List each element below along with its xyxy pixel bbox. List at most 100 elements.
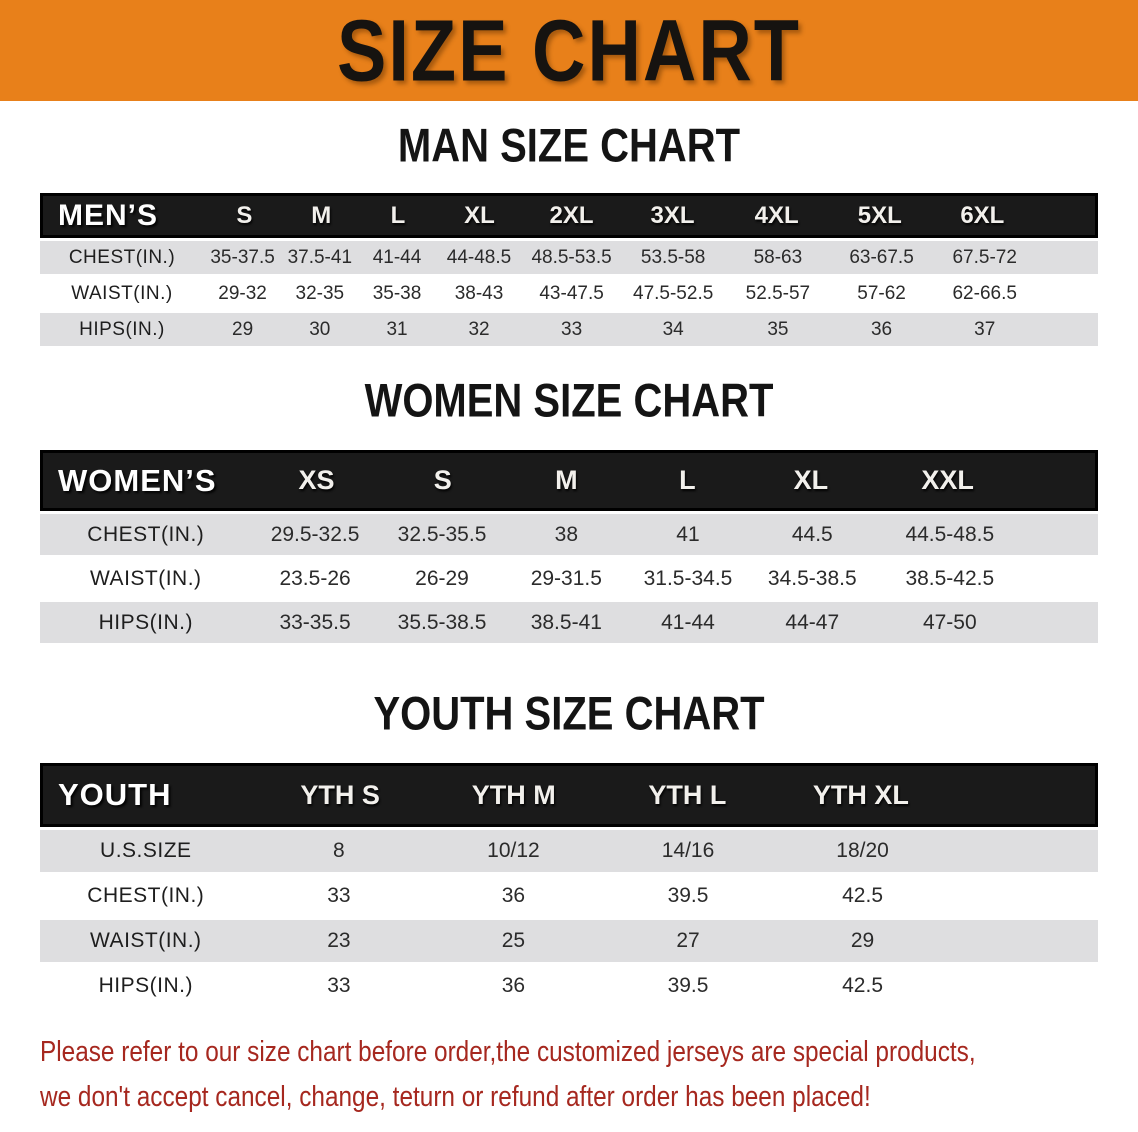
column-header: 5XL <box>857 201 902 229</box>
cell-value: 30 <box>309 318 331 340</box>
row-label: HIPS(IN.) <box>98 974 193 997</box>
column-header: 3XL <box>650 201 695 229</box>
row-label: HIPS(IN.) <box>79 318 165 340</box>
page-title: SIZE CHART <box>337 0 801 99</box>
table-row: HIPS(IN.) 33 36 39.5 42.5 <box>40 965 1098 1007</box>
table-row: CHEST(IN.) 33 36 39.5 42.5 <box>40 875 1098 917</box>
cell-value: 18/20 <box>836 839 889 862</box>
column-header: XS <box>298 465 335 495</box>
cell-value: 41-44 <box>372 246 422 268</box>
cell-value: 44.5 <box>791 522 833 546</box>
table-row: WAIST(IN.) 23 25 27 29 <box>40 920 1098 962</box>
column-header: 6XL <box>960 201 1005 229</box>
row-label: WAIST(IN.) <box>90 566 202 590</box>
men-section: MAN SIZE CHART MEN’S S M L XL 2XL 3XL 4XL 5XL 6XL… <box>0 120 1138 346</box>
row-label: HIPS(IN.) <box>98 610 193 634</box>
cell-value: 36 <box>501 884 526 907</box>
table-row: U.S.SIZE 8 10/12 14/16 18/20 <box>40 830 1098 872</box>
table-header-row: MEN’S S M L XL 2XL 3XL 4XL 5XL 6XL <box>40 193 1098 238</box>
youth-size-table: YOUTH YTH S YTH M YTH L YTH XL U.S.SIZE 8 10/12… <box>40 763 1098 1007</box>
cell-value: 34 <box>662 318 684 340</box>
cell-value: 31 <box>386 318 408 340</box>
table-header-row: YOUTH YTH S YTH M YTH L YTH XL <box>40 763 1098 827</box>
cell-value: 25 <box>501 929 526 952</box>
row-label: WAIST(IN.) <box>90 929 202 952</box>
cell-value: 27 <box>676 929 700 952</box>
women-size-table: WOMEN’S XS S M L XL XXL CHEST(IN.) 29.5-32.5 32.5… <box>40 450 1098 643</box>
cell-value: 35 <box>767 318 789 340</box>
cell-value: 58-63 <box>753 246 803 268</box>
cell-value: 42.5 <box>842 884 883 907</box>
table-row: HIPS(IN.) 29 30 31 32 33 34 35 36 37 <box>40 313 1098 346</box>
cell-value: 42.5 <box>842 974 883 997</box>
cell-value: 62-66.5 <box>952 282 1017 304</box>
youth-section: YOUTH SIZE CHART YOUTH YTH S YTH M YTH L YTH… <box>0 688 1138 1007</box>
table-header-row: WOMEN’S XS S M L XL XXL <box>40 450 1098 511</box>
cell-value: 32.5-35.5 <box>397 522 487 546</box>
cell-value: 32 <box>468 318 490 340</box>
column-header: S <box>433 465 452 495</box>
cell-value: 29.5-32.5 <box>270 522 360 546</box>
cell-value: 23 <box>327 929 351 952</box>
cell-value: 29 <box>232 318 254 340</box>
women-section: WOMEN SIZE CHART WOMEN’S XS S M L XL XXL CHEST(… <box>0 375 1138 643</box>
cell-value: 14/16 <box>661 839 715 862</box>
column-header: L <box>390 201 406 229</box>
banner: SIZE CHART <box>0 0 1138 101</box>
table-row: CHEST(IN.) 35-37.5 37.5-41 41-44 44-48.5 48.5… <box>40 241 1098 274</box>
cell-value: 26-29 <box>415 566 469 590</box>
cell-value: 34.5-38.5 <box>767 566 857 590</box>
youth-section-heading: YOUTH SIZE CHART <box>373 688 765 740</box>
cell-value: 8 <box>333 839 345 862</box>
column-header: XL <box>464 201 495 229</box>
column-header: YTH S <box>300 779 380 810</box>
cell-value: 23.5-26 <box>279 566 351 590</box>
cell-value: 35-38 <box>372 282 422 304</box>
cell-value: 38.5-41 <box>530 610 602 634</box>
cell-value: 38 <box>554 522 578 546</box>
cell-value: 33-35.5 <box>279 610 351 634</box>
cell-value: 39.5 <box>667 884 709 907</box>
cell-value: 33 <box>561 318 583 340</box>
row-label: CHEST(IN.) <box>87 884 205 907</box>
column-header: XXL <box>921 465 974 495</box>
row-label: CHEST(IN.) <box>87 522 205 546</box>
cell-value: 63-67.5 <box>849 246 914 268</box>
table-row: HIPS(IN.) 33-35.5 35.5-38.5 38.5-41 41-44 44-… <box>40 602 1098 643</box>
footer-note-line2: we don't accept cancel, change, teturn o… <box>40 1081 871 1114</box>
column-header: XL <box>793 465 829 495</box>
women-section-heading: WOMEN SIZE CHART <box>364 375 774 427</box>
table-corner-label: YOUTH <box>58 777 172 812</box>
footer-note: Please refer to our size chart before or… <box>0 1010 1138 1116</box>
cell-value: 37.5-41 <box>287 246 353 268</box>
cell-value: 29-32 <box>218 282 267 304</box>
cell-value: 36 <box>501 974 526 997</box>
cell-value: 47-50 <box>922 610 977 634</box>
cell-value: 37 <box>974 318 996 340</box>
column-header: S <box>236 201 253 229</box>
column-header: YTH M <box>471 779 556 810</box>
cell-value: 33 <box>327 884 351 907</box>
column-header: YTH L <box>648 779 727 810</box>
cell-value: 29 <box>850 929 875 952</box>
footer-note-line1: Please refer to our size chart before or… <box>40 1036 976 1068</box>
cell-value: 31.5-34.5 <box>643 566 733 590</box>
cell-value: 52.5-57 <box>745 282 811 304</box>
table-corner-label: MEN’S <box>58 198 159 232</box>
cell-value: 29-31.5 <box>530 566 602 590</box>
table-row: CHEST(IN.) 29.5-32.5 32.5-35.5 38 41 44.5 44.5… <box>40 514 1098 555</box>
column-header: L <box>679 465 696 495</box>
cell-value: 33 <box>327 974 351 997</box>
cell-value: 44.5-48.5 <box>905 522 995 546</box>
cell-value: 48.5-53.5 <box>531 246 612 268</box>
cell-value: 41-44 <box>661 610 715 634</box>
cell-value: 41 <box>676 522 700 546</box>
men-size-table: MEN’S S M L XL 2XL 3XL 4XL 5XL 6XL CHEST(IN.) 35-37… <box>40 193 1098 346</box>
cell-value: 44-47 <box>785 610 840 634</box>
column-header: M <box>311 201 332 229</box>
cell-value: 38.5-42.5 <box>905 566 995 590</box>
column-header: M <box>555 465 578 495</box>
cell-value: 47.5-52.5 <box>633 282 714 304</box>
column-header: 2XL <box>549 201 594 229</box>
